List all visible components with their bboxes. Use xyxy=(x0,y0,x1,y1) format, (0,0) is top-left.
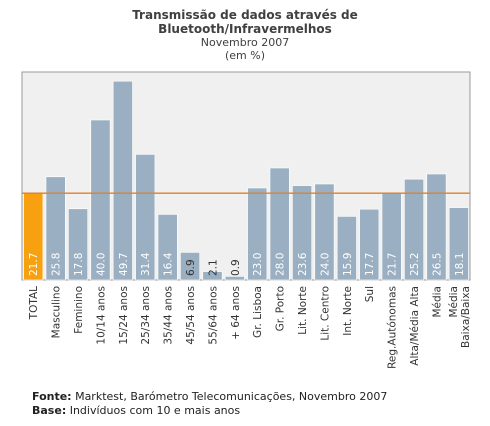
bar xyxy=(247,187,268,281)
category-tick-label: Gr. Lisboa xyxy=(252,286,264,338)
data-label: 21.7 xyxy=(28,253,40,276)
category-tick-label: 45/54 anos xyxy=(185,286,197,345)
data-label: 6.9 xyxy=(185,259,197,276)
data-label: 25.8 xyxy=(51,253,63,276)
source-label: Fonte: xyxy=(32,390,72,403)
bar xyxy=(68,208,89,281)
plot-area xyxy=(21,71,471,281)
bar xyxy=(202,271,223,281)
category-tick-label: Média xyxy=(448,286,460,318)
category-tick-label: + 64 anos xyxy=(230,286,242,340)
bar xyxy=(180,252,200,281)
chart-title-line-1: Transmissão de dados através de xyxy=(132,8,358,22)
labels-group: 21.7 TOTAL 25.8 Masculino 17.8 Feminino 40.0 10… xyxy=(28,252,472,369)
bar xyxy=(269,167,290,281)
data-label: 17.7 xyxy=(364,253,376,276)
source-note: Fonte: Marktest, Barómetro Telecomunicaç… xyxy=(32,390,387,404)
chart-title-line-2: Bluetooth/Infravermelhos xyxy=(158,22,332,36)
data-label: 31.4 xyxy=(140,252,152,276)
bar xyxy=(45,176,66,281)
bar xyxy=(359,208,380,281)
data-label: 49.7 xyxy=(118,253,130,276)
data-label: 0.9 xyxy=(230,259,242,276)
data-label: 18.1 xyxy=(454,253,466,276)
data-label: 24.0 xyxy=(319,253,331,276)
category-tick-label: 55/64 anos xyxy=(207,286,219,345)
bar xyxy=(90,119,111,281)
category-tick-label: Gr. Porto xyxy=(275,286,287,331)
bar xyxy=(157,214,178,281)
bar xyxy=(112,80,133,281)
data-label: 23.0 xyxy=(252,253,264,276)
bar xyxy=(292,185,312,281)
category-tick-label: Masculino xyxy=(51,286,63,338)
category-tick-label: Reg.Autónomas xyxy=(387,286,399,369)
base-text: Indivíduos com 10 e mais anos xyxy=(69,404,241,417)
bar xyxy=(135,154,156,281)
bar xyxy=(448,207,469,281)
data-label: 16.4 xyxy=(163,252,175,276)
bar-chart: 21.7 TOTAL 25.8 Masculino 17.8 Feminino 40.0 10… xyxy=(21,71,472,369)
data-label: 26.5 xyxy=(431,253,443,276)
data-label: 21.7 xyxy=(387,253,399,276)
category-tick-label: 25/34 anos xyxy=(140,286,152,345)
chart-subtitle-date: Novembro 2007 xyxy=(200,36,290,49)
bar xyxy=(336,216,357,281)
data-label: 25.2 xyxy=(409,253,421,276)
data-label: 2.1 xyxy=(207,259,219,276)
data-label: 15.9 xyxy=(342,253,354,276)
bar xyxy=(404,178,424,281)
category-tick-label: Sul xyxy=(364,286,376,302)
category-tick-label: 10/14 anos xyxy=(95,286,107,345)
category-tick-label: Alta/Média Alta xyxy=(409,286,421,366)
category-tick-label: Lit. Centro xyxy=(319,286,331,341)
category-tick-label: Lit. Norte xyxy=(297,286,309,335)
category-tick-label: Int. Norte xyxy=(342,286,354,336)
category-tick-label: TOTAL xyxy=(28,286,40,320)
chart-subtitle-unit: (em %) xyxy=(224,49,265,62)
category-tick-label: Média xyxy=(431,286,443,318)
chart-footer: Fonte: Marktest, Barómetro Telecomunicaç… xyxy=(32,390,387,418)
data-label: 23.6 xyxy=(297,252,309,276)
base-note: Base: Indivíduos com 10 e mais anos xyxy=(32,404,387,418)
bar xyxy=(224,276,245,281)
category-tick-label: Feminino xyxy=(73,286,85,334)
data-label: 28.0 xyxy=(275,253,287,276)
data-label: 40.0 xyxy=(95,253,107,276)
data-label: 17.8 xyxy=(73,253,85,276)
bar xyxy=(426,173,447,281)
bars-group xyxy=(23,80,469,281)
category-tick-label: Baixa/Baixa xyxy=(460,286,472,348)
base-label: Base: xyxy=(32,404,67,417)
source-text: Marktest, Barómetro Telecomunicações, No… xyxy=(75,390,388,403)
bar xyxy=(314,183,335,281)
category-tick-label: 35/44 anos xyxy=(163,286,175,345)
category-tick-label: 15/24 anos xyxy=(118,286,130,345)
chart-title-block: Transmissão de dados através de Bluetoot… xyxy=(0,8,490,62)
